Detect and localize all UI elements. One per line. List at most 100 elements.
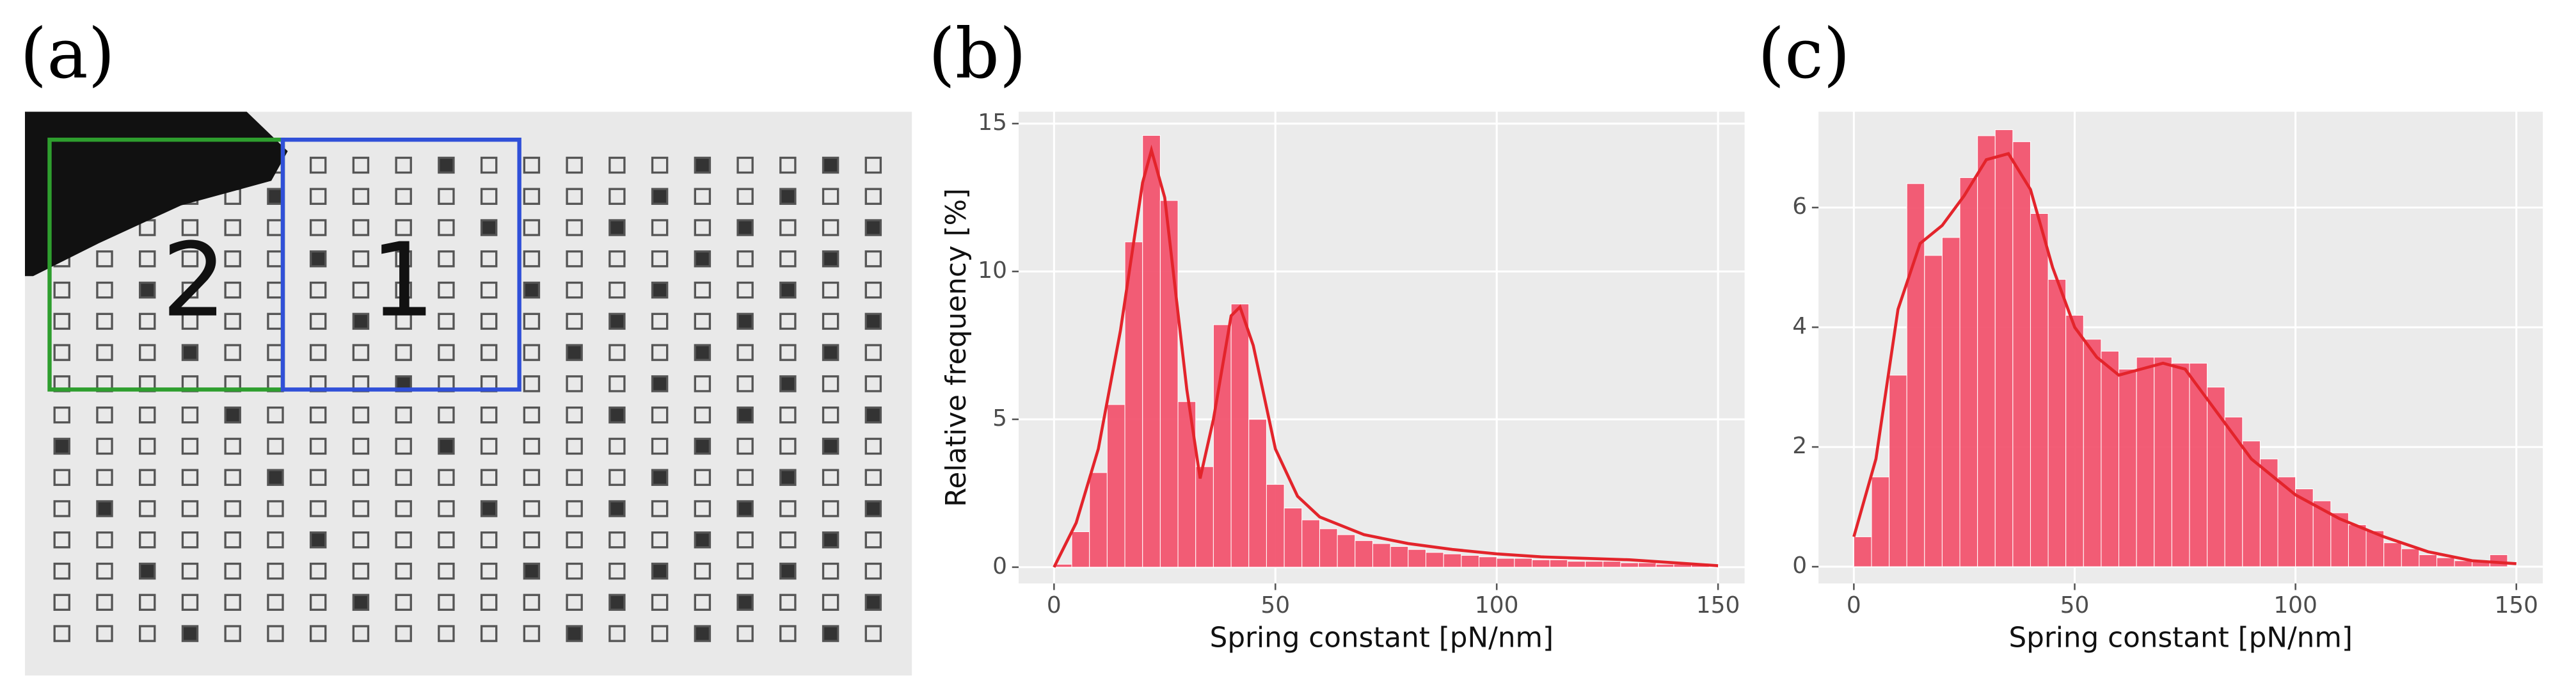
well	[267, 281, 284, 299]
well	[438, 469, 455, 486]
well	[181, 562, 199, 580]
well	[566, 625, 583, 642]
well	[480, 531, 498, 549]
well	[694, 312, 712, 330]
well	[267, 219, 284, 236]
bar	[2312, 500, 2332, 567]
well	[608, 437, 626, 455]
well	[651, 344, 669, 361]
well	[53, 562, 70, 580]
well	[608, 500, 626, 517]
well	[96, 562, 113, 580]
bar	[2047, 279, 2067, 567]
well	[224, 562, 241, 580]
well	[352, 281, 370, 299]
well	[96, 312, 113, 330]
well	[736, 406, 754, 424]
well	[395, 219, 412, 236]
well	[53, 594, 70, 611]
well	[694, 625, 712, 642]
well	[96, 625, 113, 642]
well	[651, 156, 669, 174]
well	[438, 156, 455, 174]
well	[864, 344, 882, 361]
bar	[1514, 558, 1533, 568]
well	[438, 531, 455, 549]
well	[53, 344, 70, 361]
well	[694, 188, 712, 205]
well	[139, 281, 156, 299]
x-tick-label: 150	[1696, 592, 1740, 618]
well	[608, 406, 626, 424]
well	[608, 469, 626, 486]
well	[267, 531, 284, 549]
y-tick-label: 10	[978, 257, 1007, 284]
well	[139, 469, 156, 486]
well	[395, 469, 412, 486]
bar	[1248, 419, 1267, 568]
well	[53, 312, 70, 330]
y-tick-label: 0	[992, 553, 1007, 579]
well	[267, 406, 284, 424]
well	[139, 437, 156, 455]
well	[352, 406, 370, 424]
bar	[1337, 534, 1356, 568]
well	[694, 250, 712, 268]
well	[779, 625, 797, 642]
bar	[1549, 559, 1568, 568]
well	[480, 594, 498, 611]
well	[224, 312, 241, 330]
well	[309, 312, 327, 330]
well	[438, 219, 455, 236]
y-tick-label: 2	[1792, 433, 1807, 459]
well	[651, 437, 669, 455]
well	[96, 531, 113, 549]
well	[608, 156, 626, 174]
well	[395, 625, 412, 642]
well	[224, 219, 241, 236]
well	[523, 531, 541, 549]
well	[224, 406, 241, 424]
bar	[2119, 369, 2137, 567]
bar	[1994, 129, 2014, 567]
well	[480, 469, 498, 486]
well	[96, 281, 113, 299]
well	[395, 250, 412, 268]
well	[395, 406, 412, 424]
well	[822, 406, 839, 424]
well	[480, 437, 498, 455]
well	[822, 531, 839, 549]
well	[523, 469, 541, 486]
well	[566, 156, 583, 174]
well	[438, 250, 455, 268]
bar	[1853, 536, 1872, 567]
well	[224, 250, 241, 268]
well	[395, 531, 412, 549]
region-box	[280, 137, 521, 392]
well	[566, 250, 583, 268]
bar	[2419, 554, 2438, 567]
well	[224, 594, 241, 611]
well	[309, 531, 327, 549]
well	[267, 500, 284, 517]
well	[139, 562, 156, 580]
bar	[1871, 476, 1890, 567]
well	[438, 406, 455, 424]
well	[395, 437, 412, 455]
x-tick-label: 50	[1260, 592, 1290, 618]
bar	[1941, 237, 1960, 567]
well	[53, 625, 70, 642]
bar	[2348, 524, 2367, 567]
well	[395, 312, 412, 330]
well	[736, 344, 754, 361]
well	[566, 188, 583, 205]
well	[864, 531, 882, 549]
bar	[1655, 563, 1674, 568]
well	[53, 281, 70, 299]
well	[779, 500, 797, 517]
well	[53, 469, 70, 486]
well	[352, 562, 370, 580]
well	[608, 188, 626, 205]
well	[822, 562, 839, 580]
well	[96, 344, 113, 361]
